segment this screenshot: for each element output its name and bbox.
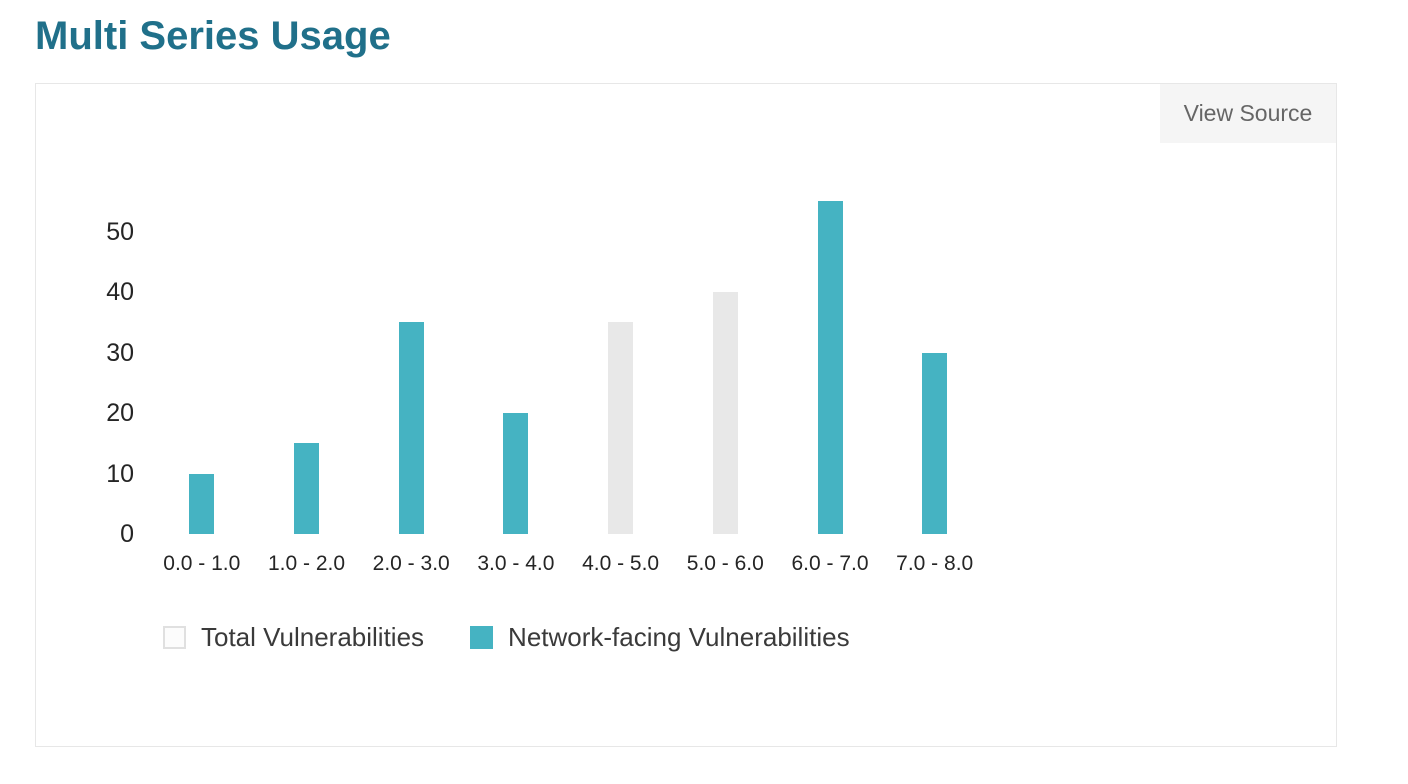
bar-network-6.0 - 7.0[interactable] xyxy=(817,201,843,534)
y-tick-label: 30 xyxy=(106,338,134,367)
bar-network-1.0 - 2.0[interactable] xyxy=(294,443,319,534)
bar-total-4.0 - 5.0[interactable] xyxy=(608,322,634,534)
y-tick-label: 50 xyxy=(106,217,134,246)
legend-swatch-icon xyxy=(163,626,186,649)
page-title: Multi Series Usage xyxy=(35,14,391,58)
x-tick-label: 3.0 - 4.0 xyxy=(477,552,555,575)
y-tick-label: 20 xyxy=(106,399,134,427)
x-tick-label: 2.0 - 3.0 xyxy=(372,552,450,575)
bar-network-3.0 - 4.0[interactable] xyxy=(503,413,529,534)
chart-card: View Source 0 10 20 30 40 50 0.0 - 1.0 1.0 - 2.… xyxy=(35,83,1337,747)
x-tick-label: 7.0 - 8.0 xyxy=(896,552,974,575)
x-tick-label: 5.0 - 6.0 xyxy=(686,552,764,575)
bar-total-5.0 - 6.0[interactable] xyxy=(712,292,738,534)
legend-swatch-icon xyxy=(470,626,494,649)
legend-item[interactable]: Total Vulnerabilities xyxy=(163,622,424,653)
x-tick-label: 1.0 - 2.0 xyxy=(267,552,346,575)
bar-network-2.0 - 3.0[interactable] xyxy=(398,322,424,534)
y-tick-label: 40 xyxy=(106,278,134,306)
y-tick-label: 10 xyxy=(106,459,134,488)
legend-label: Network-facing Vulnerabilities xyxy=(508,622,850,652)
x-tick-label: 4.0 - 5.0 xyxy=(582,552,660,575)
x-tick-label: 6.0 - 7.0 xyxy=(791,552,869,575)
bar-network-0.0 - 1.0[interactable] xyxy=(189,473,215,534)
legend-item[interactable]: Network-facing Vulnerabilities xyxy=(470,622,850,653)
legend-label: Total Vulnerabilities xyxy=(201,622,425,652)
x-tick-label: 0.0 - 1.0 xyxy=(163,552,241,575)
view-source-button[interactable]: View Source xyxy=(1160,84,1336,143)
chart-legend: Total Vulnerabilities Network-facing Vuln… xyxy=(163,622,850,653)
y-tick-label: 0 xyxy=(120,520,134,548)
plot-area: 0 10 20 30 40 50 0.0 - 1.0 1.0 - 2.0 2.0 - 3.0 3.… xyxy=(36,84,1336,746)
bar-network-7.0 - 8.0[interactable] xyxy=(922,352,948,534)
